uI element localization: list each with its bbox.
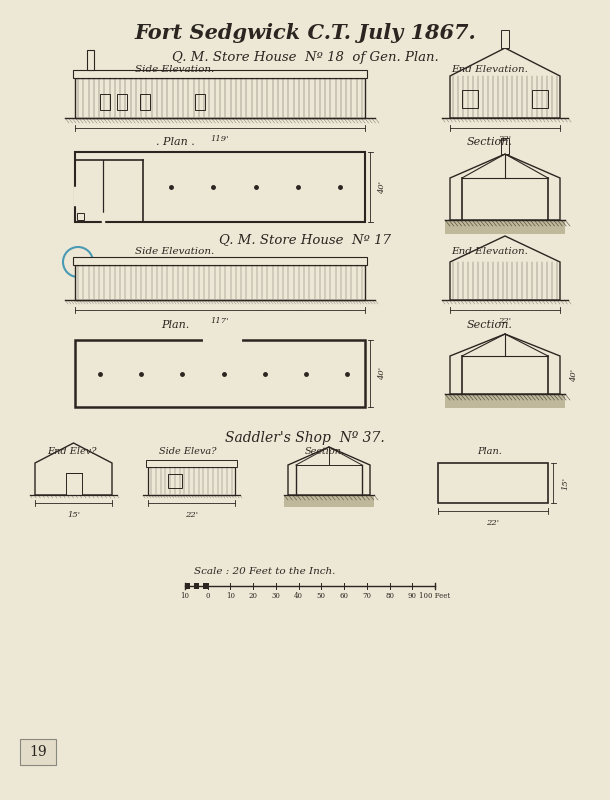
- Text: 22': 22': [487, 519, 500, 527]
- Text: 40': 40': [378, 181, 386, 194]
- Text: 119': 119': [211, 135, 229, 143]
- Text: Q. M. Store House  Nº 18  of Gen. Plan.: Q. M. Store House Nº 18 of Gen. Plan.: [171, 51, 439, 65]
- Bar: [75, 340, 365, 407]
- Bar: [117, 94, 127, 110]
- Text: 0: 0: [206, 592, 210, 600]
- Bar: [140, 94, 150, 110]
- Bar: [20, 739, 56, 765]
- Text: 15': 15': [67, 511, 80, 519]
- Bar: [75, 152, 365, 222]
- Bar: [73, 70, 367, 78]
- Text: 40: 40: [294, 592, 303, 600]
- Bar: [185, 583, 190, 589]
- Bar: [203, 583, 208, 589]
- Text: 90: 90: [407, 592, 417, 600]
- Text: 60: 60: [340, 592, 348, 600]
- Text: 70: 70: [362, 592, 371, 600]
- Text: 22': 22': [185, 511, 198, 519]
- Polygon shape: [35, 443, 112, 495]
- Bar: [445, 220, 565, 234]
- Text: Side Elevation.: Side Elevation.: [135, 66, 215, 74]
- Text: End Elev?: End Elev?: [47, 447, 97, 457]
- Polygon shape: [450, 154, 560, 220]
- Text: 40': 40': [378, 367, 386, 380]
- Bar: [87, 50, 94, 70]
- Bar: [65, 473, 82, 495]
- Text: End Elevation.: End Elevation.: [451, 66, 528, 74]
- Text: 30: 30: [271, 592, 281, 600]
- Bar: [532, 90, 548, 108]
- Bar: [148, 467, 235, 495]
- Text: . Plan .: . Plan .: [156, 137, 195, 147]
- Bar: [168, 474, 182, 488]
- Bar: [74, 188, 77, 204]
- Text: 22': 22': [498, 317, 512, 325]
- Text: 80: 80: [385, 592, 394, 600]
- Bar: [501, 30, 509, 48]
- Text: Plan.: Plan.: [161, 320, 189, 330]
- Text: Scale : 20 Feet to the Inch.: Scale : 20 Feet to the Inch.: [195, 567, 336, 577]
- Bar: [146, 460, 237, 467]
- Text: 20: 20: [249, 592, 257, 600]
- Text: Side Elevation.: Side Elevation.: [135, 247, 215, 257]
- Text: Q. M. Store House  Nº 17: Q. M. Store House Nº 17: [219, 234, 391, 246]
- Polygon shape: [450, 334, 560, 394]
- Bar: [77, 213, 84, 220]
- Text: 50: 50: [317, 592, 326, 600]
- Bar: [194, 583, 199, 589]
- Bar: [195, 94, 205, 110]
- Polygon shape: [450, 48, 560, 118]
- Text: 100 Feet: 100 Feet: [420, 592, 451, 600]
- Bar: [199, 583, 203, 589]
- Bar: [73, 257, 367, 265]
- Text: Side Eleva?: Side Eleva?: [159, 447, 217, 457]
- Text: End Elevation.: End Elevation.: [451, 247, 528, 257]
- Text: Plan.: Plan.: [478, 447, 503, 457]
- Text: 40': 40': [570, 369, 578, 382]
- Bar: [284, 495, 374, 507]
- Bar: [462, 90, 478, 108]
- Polygon shape: [288, 447, 370, 495]
- Polygon shape: [450, 236, 560, 300]
- Bar: [100, 94, 110, 110]
- Text: 10: 10: [181, 592, 190, 600]
- Text: Saddler's Shop  Nº 37.: Saddler's Shop Nº 37.: [225, 431, 385, 445]
- Bar: [190, 583, 194, 589]
- Bar: [445, 394, 565, 408]
- Text: Fort Sedgwick C.T. July 1867.: Fort Sedgwick C.T. July 1867.: [134, 23, 476, 43]
- Text: 19: 19: [29, 745, 47, 759]
- Text: 10: 10: [226, 592, 235, 600]
- Text: 117': 117': [211, 317, 229, 325]
- Text: Section.: Section.: [305, 447, 345, 457]
- Text: 15': 15': [561, 477, 569, 490]
- Bar: [501, 138, 509, 154]
- Text: Section.: Section.: [467, 320, 513, 330]
- Text: 22': 22': [498, 135, 512, 143]
- Bar: [75, 265, 365, 300]
- Bar: [75, 78, 365, 118]
- Bar: [438, 463, 548, 503]
- Text: Section.: Section.: [467, 137, 513, 147]
